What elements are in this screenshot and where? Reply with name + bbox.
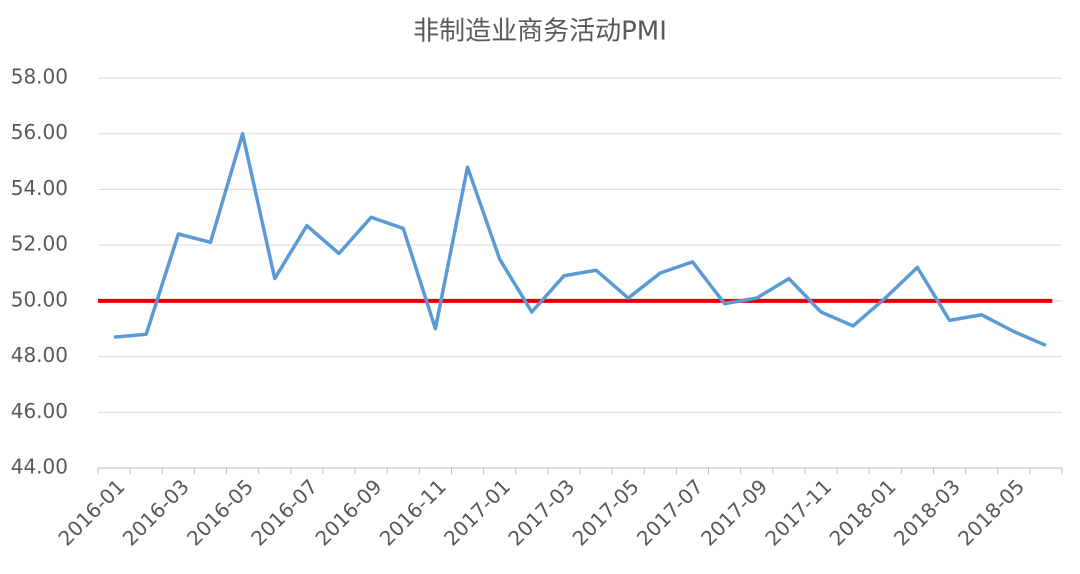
- x-tick-label: 2016-03: [118, 474, 194, 550]
- y-tick-label: 54.00: [11, 176, 68, 200]
- x-tick-label: 2016-11: [375, 474, 451, 550]
- x-tick-label: 2016-09: [310, 474, 386, 550]
- x-tick-label: 2018-05: [953, 474, 1029, 550]
- x-tick-label: 2017-03: [503, 474, 579, 550]
- y-tick-label: 50.00: [11, 287, 68, 311]
- x-tick-label: 2016-05: [182, 474, 258, 550]
- data-line: [113, 131, 1047, 348]
- y-tick-label: 52.00: [11, 232, 68, 256]
- x-tick-label: 2018-03: [889, 474, 965, 550]
- x-tick-label: 2016-01: [53, 474, 129, 550]
- x-tick-label: 2018-01: [825, 474, 901, 550]
- x-tick-label: 2017-01: [439, 474, 515, 550]
- x-tick-label: 2017-05: [568, 474, 644, 550]
- y-tick-label: 46.00: [11, 399, 68, 423]
- y-tick-label: 56.00: [11, 120, 68, 144]
- x-tick-label: 2017-09: [696, 474, 772, 550]
- x-tick-label: 2017-07: [632, 474, 708, 550]
- y-tick-label: 58.00: [11, 65, 68, 89]
- y-tick-label: 48.00: [11, 343, 68, 367]
- x-tick-label: 2017-11: [760, 474, 836, 550]
- x-tick-label: 2016-07: [246, 474, 322, 550]
- y-tick-label: 44.00: [11, 455, 68, 479]
- chart-title: 非制造业商务活动PMI: [413, 17, 667, 47]
